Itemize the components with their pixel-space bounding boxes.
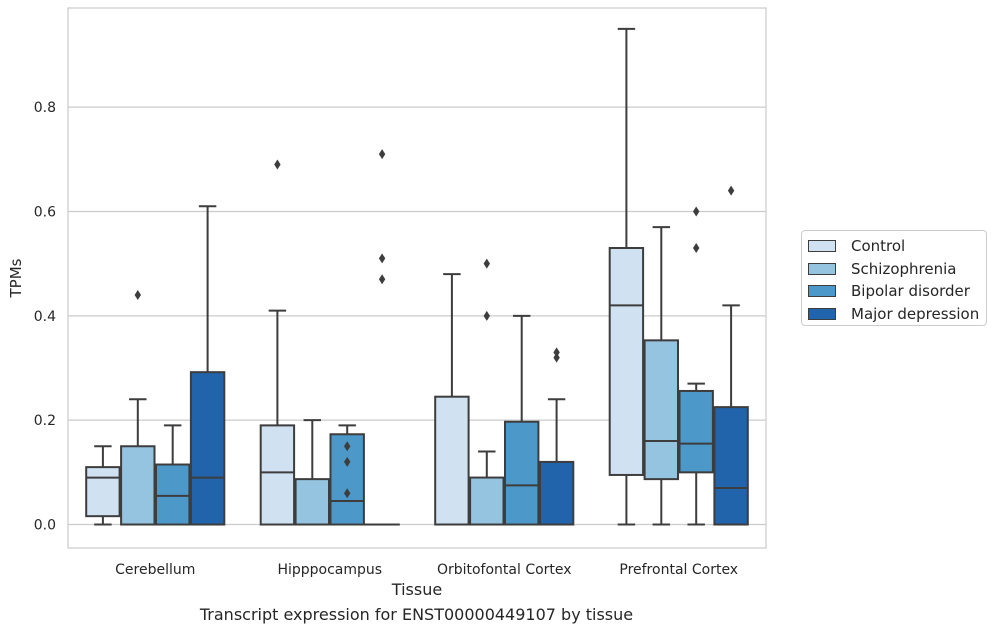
x-tick-label: Hipppocampus bbox=[277, 562, 382, 578]
box-group bbox=[259, 159, 296, 526]
box bbox=[155, 463, 191, 526]
legend-label: Bipolar disorder bbox=[851, 282, 970, 301]
x-tick-label: Orbitofontal Cortex bbox=[437, 562, 572, 578]
box bbox=[469, 476, 505, 526]
boxplot-boxes bbox=[85, 27, 749, 526]
outlier-point bbox=[344, 488, 351, 499]
box-group bbox=[713, 185, 749, 526]
box-group bbox=[120, 289, 156, 526]
outlier-point bbox=[693, 206, 700, 217]
x-tick-labels: Cerebellum Hipppocampus Orbitofontal Corte… bbox=[115, 562, 738, 578]
box-group bbox=[364, 149, 400, 526]
outlier-point bbox=[553, 347, 560, 358]
legend-swatch bbox=[808, 262, 836, 275]
y-tick-labels: 0.0 0.2 0.4 0.6 0.8 bbox=[34, 100, 56, 533]
box bbox=[189, 371, 226, 526]
box-group bbox=[189, 205, 226, 526]
box bbox=[678, 389, 714, 474]
legend-item: Schizophrenia bbox=[808, 258, 986, 281]
box-group bbox=[678, 206, 714, 526]
outlier-point bbox=[378, 253, 386, 264]
outlier-point bbox=[693, 243, 700, 253]
box-group bbox=[608, 27, 645, 526]
box-group bbox=[294, 419, 331, 526]
legend-swatch bbox=[808, 240, 836, 253]
y-tick-label: 0.4 bbox=[34, 309, 56, 325]
outlier-point bbox=[378, 149, 386, 160]
box bbox=[259, 424, 296, 526]
outlier-point bbox=[344, 441, 351, 452]
outlier-point bbox=[483, 258, 490, 269]
y-tick-label: 0.2 bbox=[34, 413, 56, 429]
box bbox=[85, 466, 121, 518]
legend-label: Major depression bbox=[851, 304, 980, 323]
legend: Control Schizophrenia Bipolar disorder Majo… bbox=[801, 230, 987, 326]
legend-swatch bbox=[808, 285, 836, 298]
outlier-point bbox=[134, 289, 141, 300]
box bbox=[294, 478, 331, 526]
y-tick-label: 0.0 bbox=[34, 518, 56, 534]
outlier-point bbox=[274, 159, 281, 170]
box-group bbox=[329, 424, 365, 526]
box-group bbox=[504, 314, 540, 526]
x-tick-label: Prefrontal Cortex bbox=[619, 562, 738, 578]
y-axis-label: TPMs bbox=[7, 258, 25, 298]
plot-frame bbox=[67, 7, 767, 549]
legend-item: Major depression bbox=[808, 303, 986, 326]
outlier-point bbox=[378, 274, 386, 285]
box bbox=[538, 460, 575, 526]
y-tick-label: 0.6 bbox=[34, 204, 56, 220]
box bbox=[434, 395, 470, 526]
box-group bbox=[643, 226, 679, 526]
y-tick-label: 0.8 bbox=[34, 100, 56, 116]
box-group bbox=[155, 424, 191, 526]
outlier-point bbox=[727, 185, 735, 196]
legend-label: Schizophrenia bbox=[851, 259, 957, 278]
legend-item: Bipolar disorder bbox=[808, 280, 986, 303]
box-group bbox=[434, 273, 470, 526]
box-group bbox=[469, 258, 505, 526]
box bbox=[608, 247, 645, 476]
box bbox=[120, 445, 156, 526]
legend-label: Control bbox=[851, 237, 906, 256]
figure-caption: Transcript expression for ENST0000044910… bbox=[199, 605, 634, 624]
box-group bbox=[538, 347, 575, 526]
box bbox=[643, 339, 679, 481]
box bbox=[713, 406, 749, 526]
legend-item: Control bbox=[808, 235, 986, 258]
x-axis-label: Tissue bbox=[391, 580, 442, 599]
outlier-point bbox=[344, 456, 351, 467]
outlier-point bbox=[483, 310, 490, 321]
outlier-point bbox=[553, 352, 560, 363]
x-tick-label: Cerebellum bbox=[115, 562, 195, 578]
box bbox=[504, 420, 540, 526]
legend-swatch bbox=[808, 307, 836, 320]
box-group bbox=[85, 445, 121, 526]
